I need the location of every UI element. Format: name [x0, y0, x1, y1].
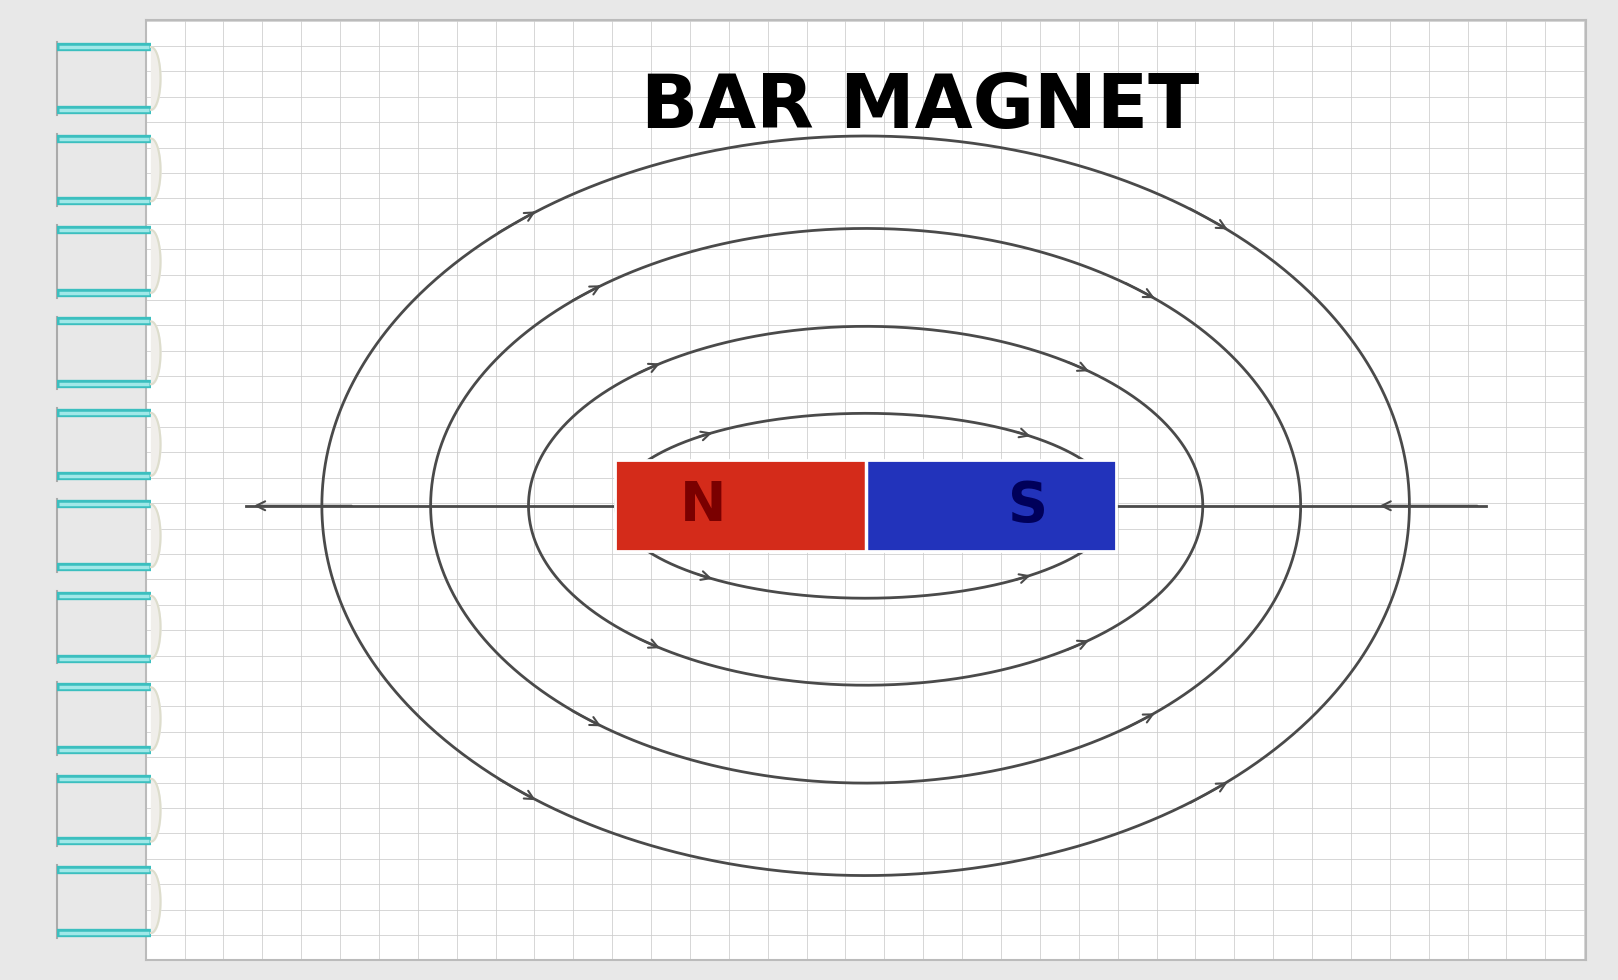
Text: BAR MAGNET: BAR MAGNET: [641, 71, 1199, 144]
Bar: [615, 460, 866, 552]
Text: S: S: [1008, 479, 1048, 533]
Text: N: N: [680, 479, 726, 533]
Bar: [615, 460, 1116, 552]
Bar: [866, 460, 1116, 552]
